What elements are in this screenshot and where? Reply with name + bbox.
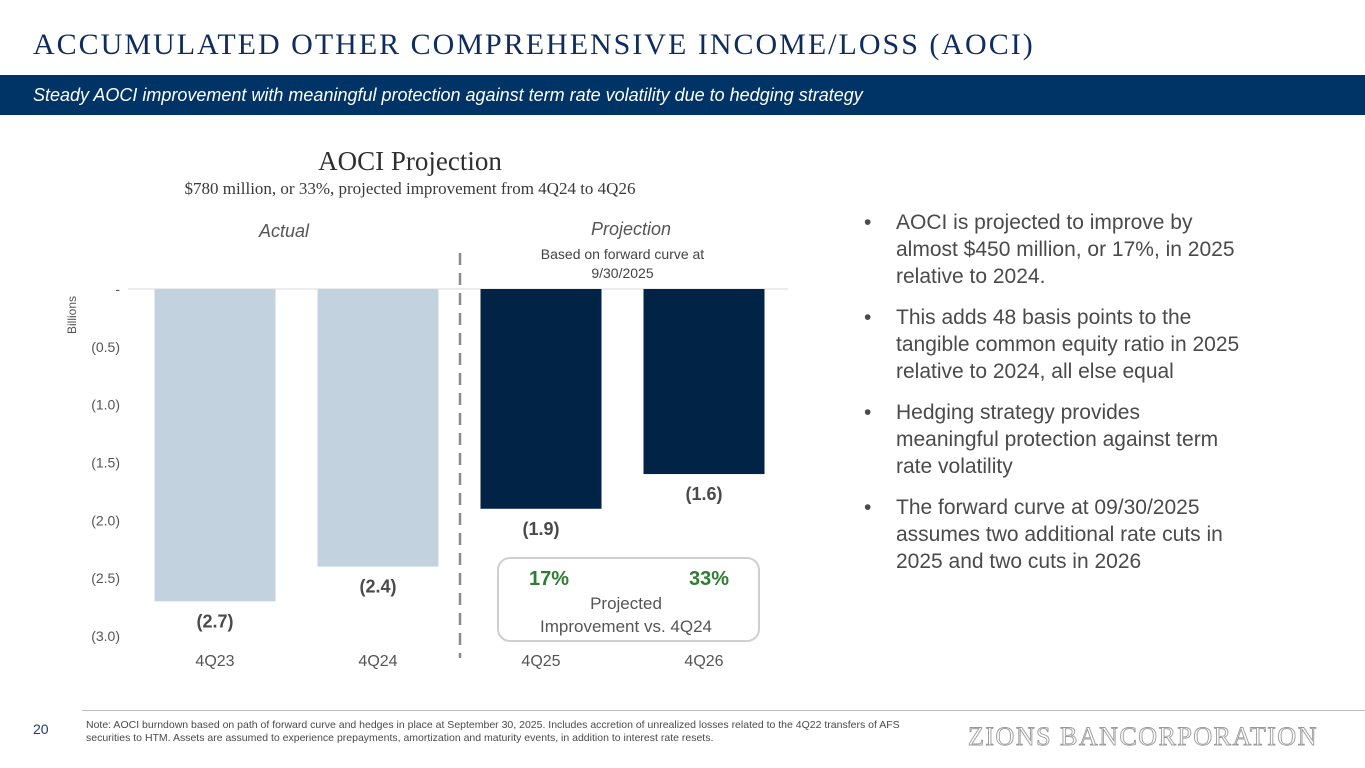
- y-tick-label: (1.5): [91, 455, 120, 471]
- improvement-label-line1: Projected: [590, 594, 662, 613]
- bullet-icon: •: [864, 496, 872, 519]
- x-tick-label: 4Q24: [358, 653, 397, 670]
- improvement-label-line2: Improvement vs. 4Q24: [540, 617, 712, 636]
- bullet-item: • AOCI is projected to improve by almost …: [864, 211, 1235, 288]
- y-tick-label: (0.5): [91, 339, 120, 355]
- projection-label: Projection: [591, 219, 672, 239]
- company-logo: ZIONS BANCORPORATION: [968, 722, 1318, 752]
- bar-value-label: (1.9): [522, 519, 559, 539]
- aoci-bar-chart: - (0.5) (1.0) (1.5) (2.0) (2.5) (3.0) Billions (…: [65, 253, 788, 670]
- improvement-pct-4q26: 33%: [689, 568, 729, 590]
- footer-divider: [82, 710, 1365, 711]
- bar-value-label: (1.6): [685, 484, 722, 504]
- bullet-item: • Hedging strategy provides meaningful pr…: [864, 401, 1219, 478]
- banner-text: Steady AOCI improvement with meaningful …: [33, 85, 863, 105]
- x-tick-label: 4Q23: [195, 653, 234, 670]
- page-title: ACCUMULATED OTHER COMPREHENSIVE INCOME/L…: [33, 28, 1035, 61]
- bar-value-label: (2.4): [359, 577, 396, 597]
- bar-4q26: [643, 289, 765, 475]
- y-tick-label: (1.0): [91, 397, 120, 413]
- chart-subtitle: $780 million, or 33%, projected improvem…: [184, 179, 636, 198]
- bullet-item: • The forward curve at 09/30/2025 assumes…: [864, 496, 1223, 573]
- chart-title: AOCI Projection: [318, 146, 502, 176]
- x-tick-label: 4Q25: [521, 653, 560, 670]
- bullet-icon: •: [864, 401, 872, 424]
- forward-curve-note: Based on forward curve at 9/30/2025: [540, 246, 705, 281]
- bar-4q25: [480, 289, 602, 509]
- actual-label: Actual: [259, 221, 310, 241]
- page-number: 20: [33, 721, 49, 737]
- improvement-pct-4q25: 17%: [529, 568, 569, 590]
- bar-value-label: (2.7): [196, 611, 233, 631]
- improvement-box: [497, 557, 760, 642]
- bullet-list: • AOCI is projected to improve by almost …: [864, 209, 1244, 589]
- y-tick-label: (2.5): [91, 570, 120, 586]
- bar-4q24: [317, 289, 439, 567]
- y-tick-label: (3.0): [91, 628, 120, 644]
- bullet-icon: •: [864, 211, 872, 234]
- bar-4q23: [154, 289, 276, 602]
- x-tick-label: 4Q26: [684, 653, 723, 670]
- bullet-icon: •: [864, 306, 872, 329]
- subtitle-banner: Steady AOCI improvement with meaningful …: [0, 75, 1365, 115]
- bullet-item: • This adds 48 basis points to the tangib…: [864, 306, 1240, 383]
- footnote: Note: AOCI burndown based on path of for…: [86, 719, 900, 744]
- y-axis-label: Billions: [65, 296, 79, 334]
- y-tick-label: (2.0): [91, 512, 120, 528]
- y-tick-label: -: [115, 281, 120, 297]
